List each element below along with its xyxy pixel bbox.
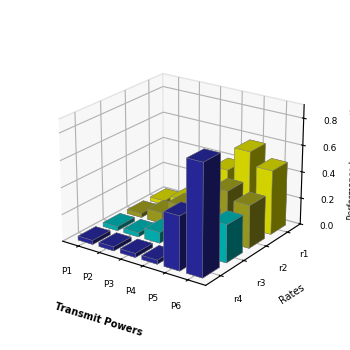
X-axis label: Transmit Powers: Transmit Powers	[54, 302, 144, 338]
Y-axis label: Rates: Rates	[277, 282, 306, 306]
